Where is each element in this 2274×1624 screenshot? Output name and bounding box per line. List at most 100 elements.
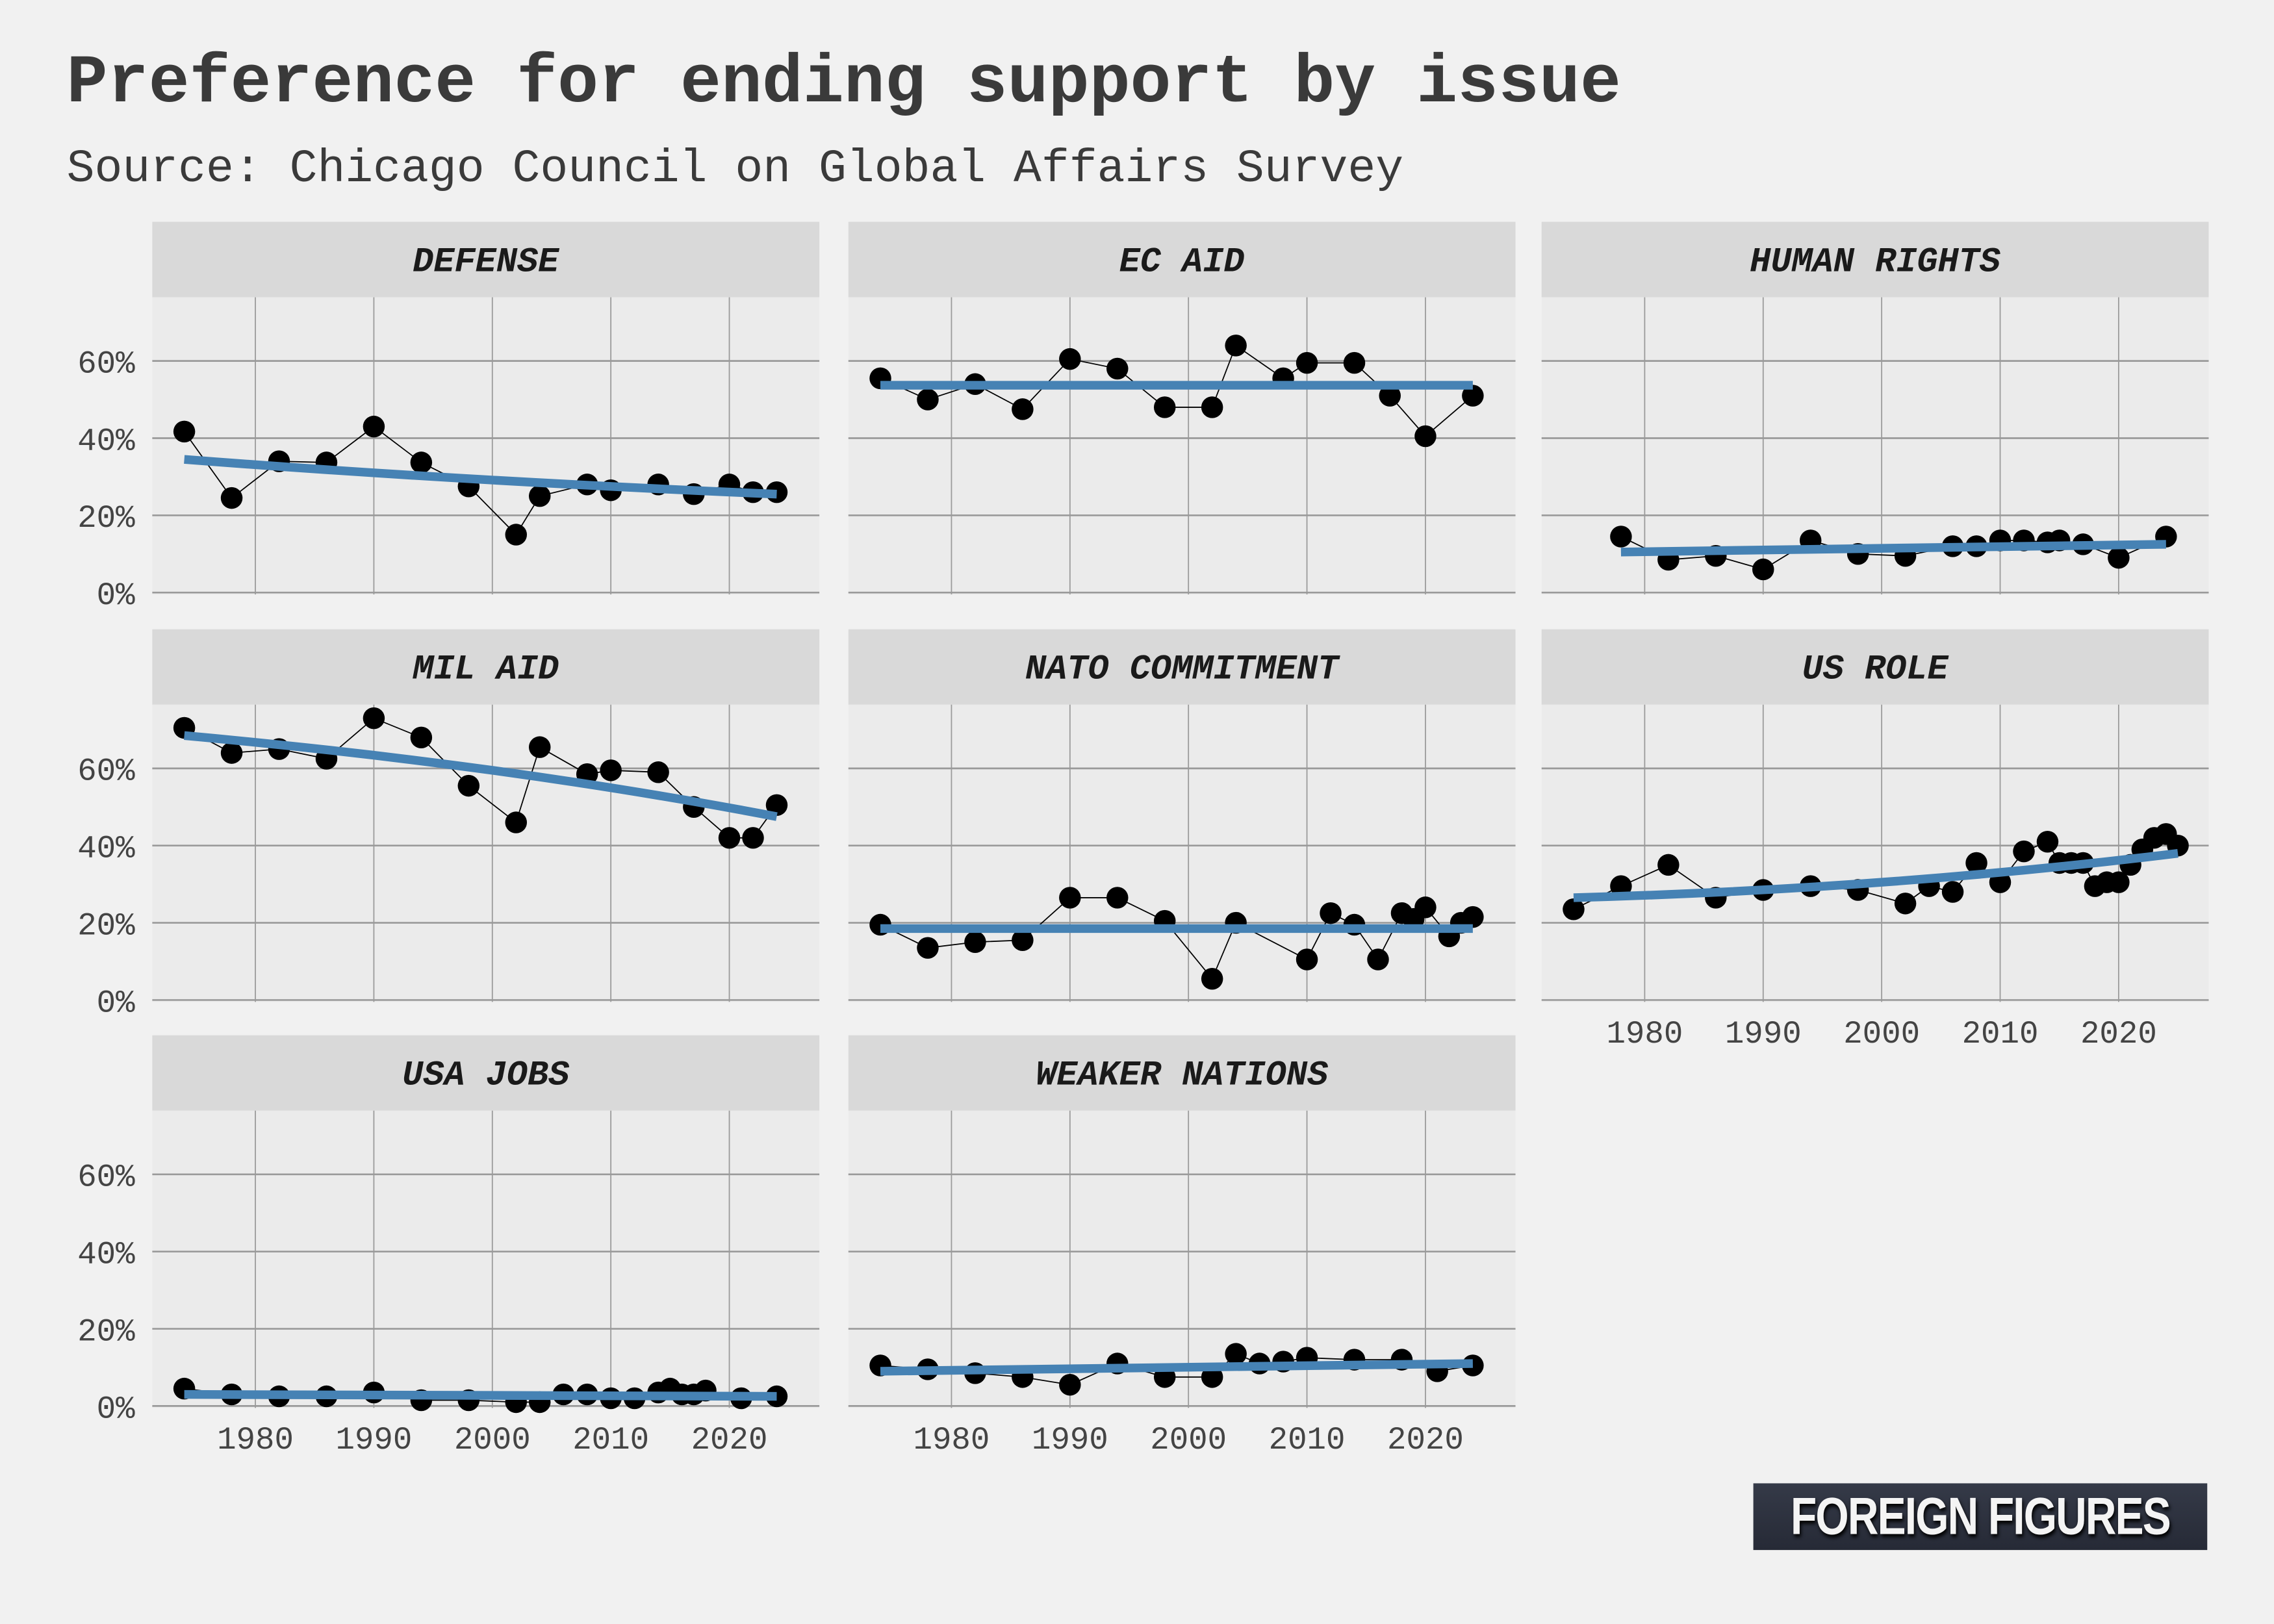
data-point — [1059, 1373, 1081, 1396]
data-point — [1752, 558, 1774, 581]
data-point — [1610, 875, 1632, 897]
data-point — [505, 524, 527, 546]
y-tick-label: 20% — [77, 500, 135, 537]
data-point — [765, 794, 788, 817]
data-point — [917, 388, 939, 411]
panel-usa-jobs: USA JOBS 0% 20% 40% 60% 1980 1990 2000 2010 2020 — [77, 1035, 820, 1458]
data-point — [505, 811, 527, 833]
data-point — [410, 726, 433, 749]
data-point — [528, 485, 551, 507]
panel-background — [1541, 704, 2209, 1002]
data-point — [173, 420, 196, 443]
data-point — [220, 487, 243, 509]
x-tick-label: 2020 — [1387, 1422, 1464, 1458]
facet-strip — [152, 1035, 820, 1111]
trend-line — [184, 731, 778, 821]
data-point — [1414, 896, 1437, 919]
y-tick-label: 40% — [77, 423, 135, 459]
data-point — [647, 761, 669, 783]
x-tick-label: 1980 — [913, 1422, 990, 1458]
data-point — [718, 827, 741, 849]
y-tick-label: 0% — [97, 1391, 135, 1427]
data-point — [1941, 881, 1964, 903]
data-point — [1414, 425, 1437, 448]
data-point — [1153, 396, 1176, 418]
panel-weaker-nations: WEAKER NATIONS 1980 1990 2000 2010 2020 — [848, 1035, 1516, 1458]
data-point — [1106, 357, 1129, 380]
facet-strip — [848, 1035, 1516, 1111]
data-point — [2108, 546, 2130, 569]
data-point — [528, 736, 551, 758]
data-point — [2108, 871, 2130, 893]
facet-label: US ROLE — [1802, 650, 1949, 690]
y-tick-label: 20% — [77, 1313, 135, 1350]
data-point — [363, 707, 385, 730]
data-point — [1201, 967, 1223, 990]
series-line — [184, 717, 778, 839]
facet-label: NATO COMMITMENT — [1025, 650, 1340, 690]
data-point — [1225, 1343, 1247, 1365]
data-point — [1201, 396, 1223, 418]
data-point — [964, 931, 986, 954]
x-tick-label: 1980 — [1606, 1016, 1683, 1052]
trend-line — [184, 1389, 777, 1401]
x-tick-label: 2000 — [1843, 1016, 1920, 1052]
data-point — [1012, 929, 1034, 952]
y-tick-label: 60% — [77, 1160, 135, 1196]
chart-title: Preference for ending support by issue — [66, 46, 1621, 123]
y-tick-label: 0% — [97, 577, 135, 614]
panel-human-rights: HUMAN RIGHTS — [1541, 222, 2209, 595]
y-tick-label: 0% — [97, 985, 135, 1021]
y-tick-label: 40% — [77, 1237, 135, 1273]
data-point — [1610, 526, 1632, 548]
facet-label: WEAKER NATIONS — [1036, 1056, 1328, 1096]
data-point — [1343, 351, 1366, 374]
data-point — [1657, 854, 1680, 876]
data-point — [1296, 351, 1318, 374]
x-tick-label: 2020 — [691, 1422, 768, 1458]
panel-background — [152, 1110, 820, 1408]
trend-line — [1573, 848, 2178, 902]
data-point — [1059, 887, 1081, 909]
facet-label: USA JOBS — [402, 1056, 569, 1096]
data-point — [1012, 398, 1034, 420]
foreign-figures-logo: FOREIGN FIGURES — [1753, 1483, 2208, 1551]
data-point — [410, 451, 433, 474]
x-tick-label: 2010 — [1962, 1016, 2039, 1052]
data-point — [1965, 852, 1987, 874]
facet-strip — [848, 222, 1516, 298]
x-tick-label: 2020 — [2080, 1016, 2157, 1052]
panel-us-role: US ROLE 1980 1990 2000 2010 2020 — [1541, 629, 2209, 1052]
trend-line — [1620, 540, 2166, 557]
y-tick-label: 60% — [77, 754, 135, 790]
x-tick-label: 1990 — [1032, 1422, 1108, 1458]
data-point — [600, 759, 622, 781]
panel-background — [152, 704, 820, 1002]
data-point — [1225, 335, 1247, 357]
data-point — [1894, 893, 1917, 915]
logo-text: FOREIGN FIGURES — [1790, 1486, 2171, 1546]
panel-background — [848, 704, 1516, 1002]
x-tick-label: 2000 — [454, 1422, 531, 1458]
y-tick-label: 40% — [77, 831, 135, 867]
data-point — [742, 827, 764, 849]
facet-strip — [152, 629, 820, 705]
facet-label: EC AID — [1119, 242, 1245, 282]
data-point — [1059, 348, 1081, 370]
facet-strip — [152, 222, 820, 298]
panel-background — [152, 297, 820, 595]
data-point — [1320, 902, 1342, 924]
panel-background — [848, 297, 1516, 595]
data-point — [1296, 948, 1318, 971]
x-tick-label: 2010 — [572, 1422, 649, 1458]
x-tick-label: 1990 — [1725, 1016, 1802, 1052]
trend-line — [184, 455, 777, 499]
data-point — [917, 937, 939, 959]
facet-strip — [1541, 629, 2209, 705]
data-point — [1201, 1366, 1223, 1388]
data-point — [1563, 898, 1585, 920]
facet-strip — [1541, 222, 2209, 298]
facet-label: HUMAN RIGHTS — [1750, 242, 2000, 282]
